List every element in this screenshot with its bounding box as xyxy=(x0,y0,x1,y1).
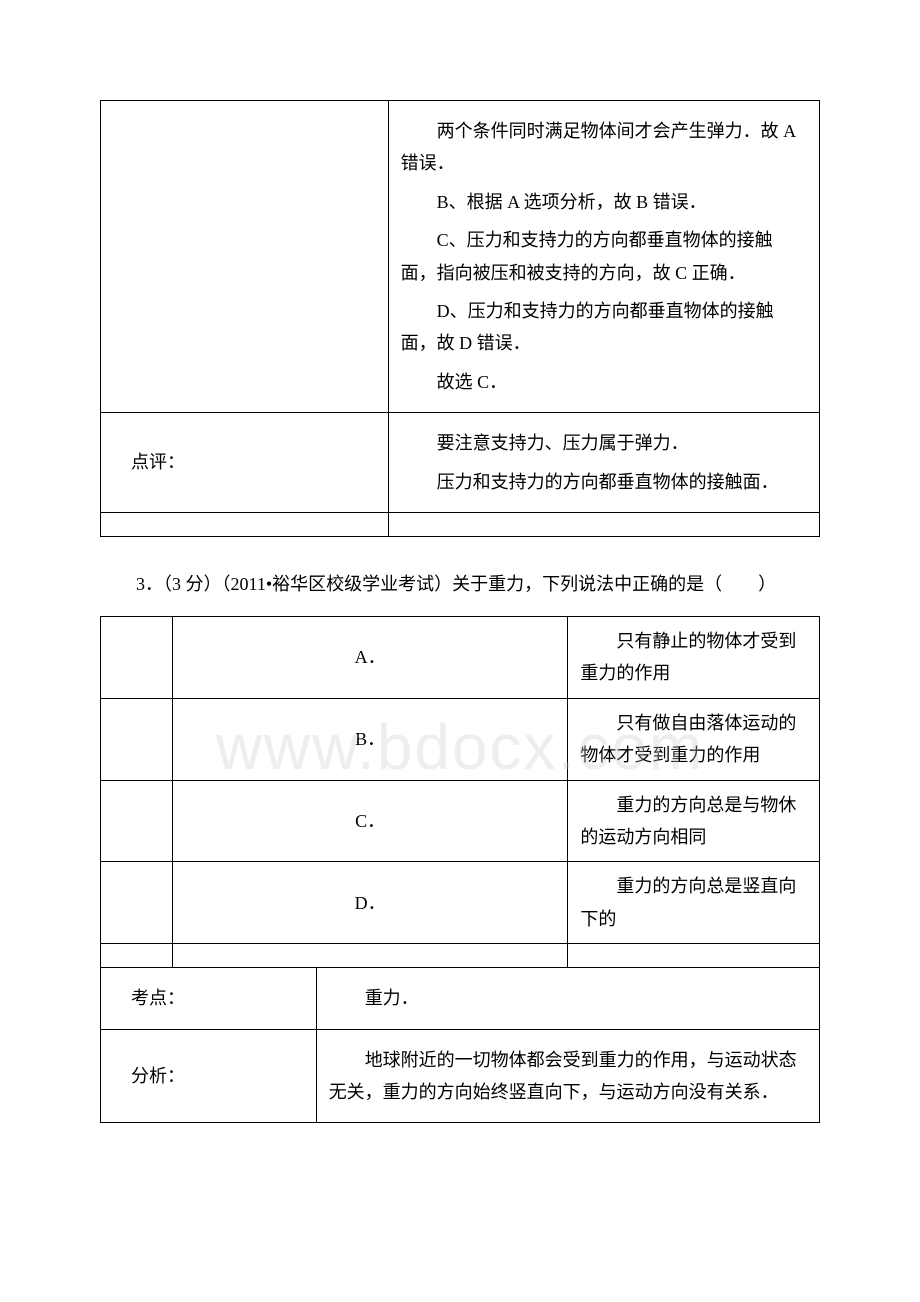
table-row: 分析： 地球附近的一切物体都会受到重力的作用，与运动状态无关，重力的方向始终竖直… xyxy=(101,1029,820,1123)
empty-cell xyxy=(101,780,173,862)
comment-label-cell: 点评： xyxy=(101,413,389,513)
option-c-text: 重力的方向总是与物休的运动方向相同 xyxy=(580,789,807,854)
table-row: C． 重力的方向总是与物休的运动方向相同 xyxy=(101,780,820,862)
kaodian-text: 重力． xyxy=(329,982,807,1014)
fenxi-label-cell: 分析： xyxy=(101,1029,317,1123)
empty-cell xyxy=(101,698,173,780)
option-letter-cell: B． xyxy=(172,698,567,780)
table-row: B． 只有做自由落体运动的物体才受到重力的作用 xyxy=(101,698,820,780)
empty-cell xyxy=(101,617,173,699)
empty-cell xyxy=(568,944,820,968)
option-b-text: 只有做自由落体运动的物体才受到重力的作用 xyxy=(580,707,807,772)
option-letter-cell: D． xyxy=(172,862,567,944)
option-a-text: 只有静止的物体才受到重力的作用 xyxy=(580,625,807,690)
empty-cell xyxy=(101,862,173,944)
kaodian-content-cell: 重力． xyxy=(316,968,819,1029)
options-table: A． 只有静止的物体才受到重力的作用 B． 只有做自由落体运动的物体才受到重力的… xyxy=(100,616,820,968)
table-row xyxy=(101,512,820,536)
kaodian-label-cell: 考点： xyxy=(101,968,317,1029)
comment-paragraph: 要注意支持力、压力属于弹力． xyxy=(401,427,807,459)
table-row: D． 重力的方向总是竖直向下的 xyxy=(101,862,820,944)
fenxi-text: 地球附近的一切物体都会受到重力的作用，与运动状态无关，重力的方向始终竖直向下，与… xyxy=(329,1044,807,1109)
empty-cell xyxy=(101,944,173,968)
option-text-cell: 重力的方向总是与物休的运动方向相同 xyxy=(568,780,820,862)
table-row: A． 只有静止的物体才受到重力的作用 xyxy=(101,617,820,699)
option-text-cell: 只有静止的物体才受到重力的作用 xyxy=(568,617,820,699)
comment-content-cell: 要注意支持力、压力属于弹力． 压力和支持力的方向都垂直物体的接触面． xyxy=(388,413,819,513)
option-letter-cell: C． xyxy=(172,780,567,862)
comment-paragraph: 压力和支持力的方向都垂直物体的接触面． xyxy=(401,466,807,498)
option-text-cell: 只有做自由落体运动的物体才受到重力的作用 xyxy=(568,698,820,780)
solution-paragraph: 故选 C． xyxy=(401,366,807,398)
empty-label-cell xyxy=(101,101,389,413)
question-3-text: 3．（3 分）（2011•裕华区校级学业考试）关于重力，下列说法中正确的是（ ） xyxy=(100,567,820,601)
analysis-table: 考点： 重力． 分析： 地球附近的一切物体都会受到重力的作用，与运动状态无关，重… xyxy=(100,967,820,1123)
table-row: 考点： 重力． xyxy=(101,968,820,1029)
table-row: 点评： 要注意支持力、压力属于弹力． 压力和支持力的方向都垂直物体的接触面． xyxy=(101,413,820,513)
table-row xyxy=(101,944,820,968)
solution-paragraph: D、压力和支持力的方向都垂直物体的接触面，故 D 错误． xyxy=(401,295,807,360)
fenxi-content-cell: 地球附近的一切物体都会受到重力的作用，与运动状态无关，重力的方向始终竖直向下，与… xyxy=(316,1029,819,1123)
solution-content-cell: 两个条件同时满足物体间才会产生弹力．故 A 错误． B、根据 A 选项分析，故 … xyxy=(388,101,819,413)
solution-paragraph: B、根据 A 选项分析，故 B 错误． xyxy=(401,186,807,218)
empty-cell xyxy=(172,944,567,968)
table-row: 两个条件同时满足物体间才会产生弹力．故 A 错误． B、根据 A 选项分析，故 … xyxy=(101,101,820,413)
solution-table-1: 两个条件同时满足物体间才会产生弹力．故 A 错误． B、根据 A 选项分析，故 … xyxy=(100,100,820,537)
option-letter-cell: A． xyxy=(172,617,567,699)
empty-cell xyxy=(101,512,389,536)
solution-paragraph: 两个条件同时满足物体间才会产生弹力．故 A 错误． xyxy=(401,115,807,180)
option-text-cell: 重力的方向总是竖直向下的 xyxy=(568,862,820,944)
option-d-text: 重力的方向总是竖直向下的 xyxy=(580,870,807,935)
solution-paragraph: C、压力和支持力的方向都垂直物体的接触面，指向被压和被支持的方向，故 C 正确． xyxy=(401,224,807,289)
empty-cell xyxy=(388,512,819,536)
